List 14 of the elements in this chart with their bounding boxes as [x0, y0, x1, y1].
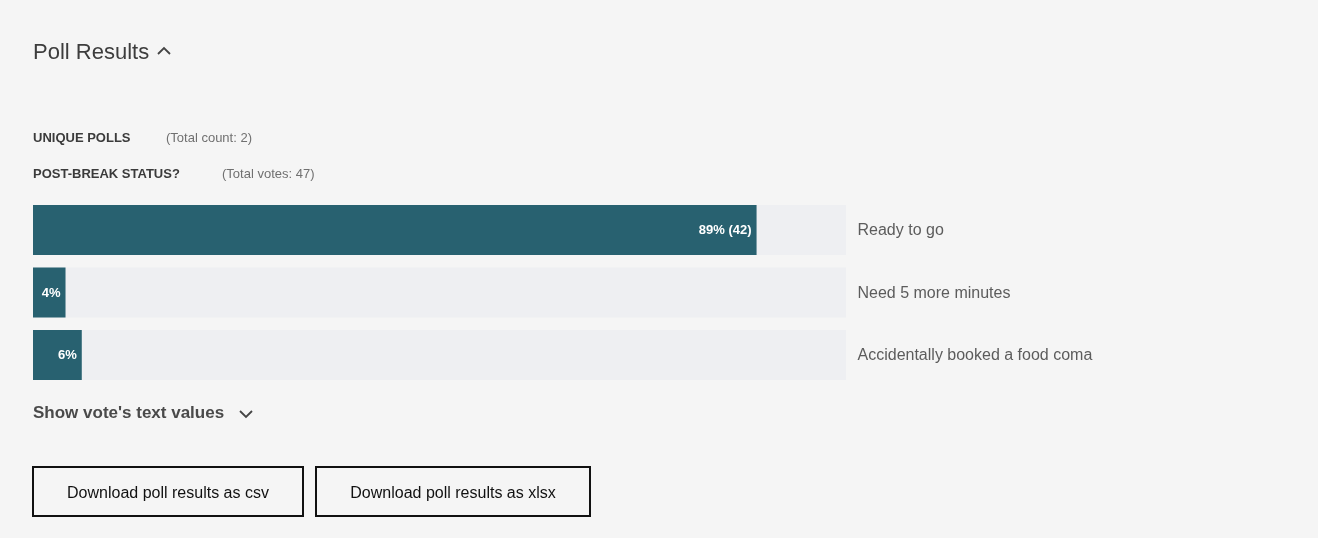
text: UNIQUE POLLS: [33, 130, 131, 145]
data-label: 6%: [57, 347, 78, 362]
data-label: 4%: [41, 284, 61, 300]
text: Download poll results as xlsx: [350, 484, 556, 501]
text: Download poll results as csv: [67, 484, 269, 501]
text: (Total votes: 47): [222, 166, 315, 181]
text: (Total count: 2): [166, 130, 252, 145]
y-tick-label: Need 5 more minutes: [857, 283, 1011, 301]
chart-title: Poll Results: [33, 39, 150, 64]
y-tick-label: Ready to go: [857, 221, 944, 238]
y-tick-label: Accidentally booked a food coma: [857, 346, 1093, 363]
text: POST-BREAK STATUS?: [33, 166, 180, 181]
data-label: 89% (42): [698, 222, 752, 237]
text: Show vote's text values: [33, 403, 225, 422]
